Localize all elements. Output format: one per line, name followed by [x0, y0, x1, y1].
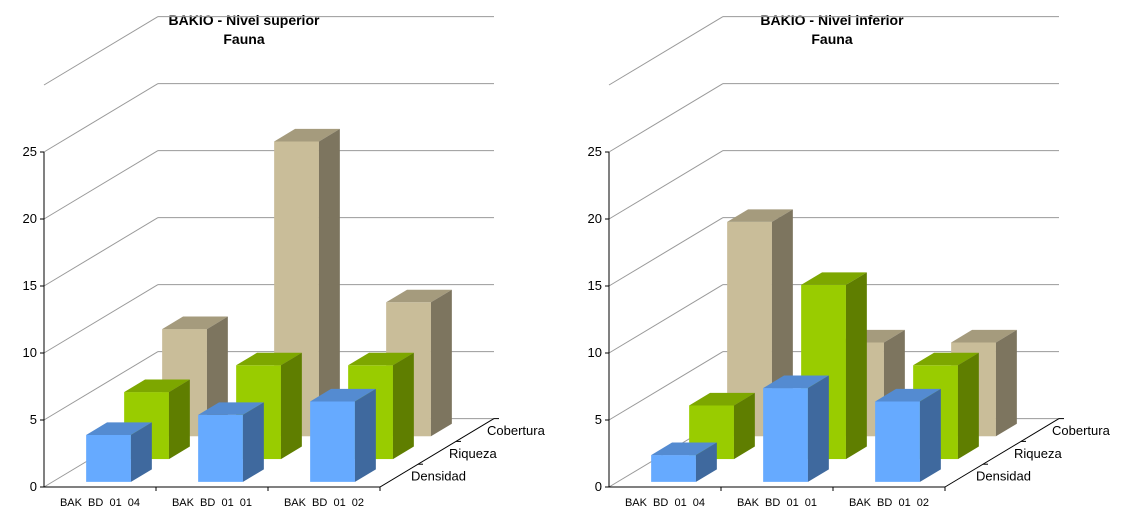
bar-top-face — [86, 422, 152, 435]
y-tick-label: 5 — [595, 412, 602, 427]
gridline-left — [608, 83, 724, 153]
bar-side-face — [354, 388, 376, 482]
bar-side-face — [695, 442, 717, 482]
y-tick-label: 15 — [23, 278, 37, 293]
gridline-left — [608, 150, 724, 220]
y-tick-label: 25 — [23, 144, 37, 159]
category-label: BAK BD 01 04 — [625, 497, 705, 509]
series-label: Riqueza — [1014, 446, 1062, 461]
bar-side-face — [392, 352, 414, 460]
depth-axis-line — [379, 418, 495, 488]
gridline-left — [608, 284, 724, 354]
bar-top-face — [162, 316, 228, 330]
gridline-left — [608, 217, 724, 287]
y-tick-label: 10 — [588, 345, 602, 360]
chart-title: BAKIO - Nivel superior — [169, 12, 320, 28]
bar-top-face — [913, 352, 979, 366]
category-label: BAK BD 01 02 — [284, 497, 364, 509]
bar-side-face — [168, 379, 190, 460]
depth-axis-line — [944, 418, 1060, 488]
bar-densidad-3 — [875, 388, 941, 482]
category-label: BAK BD 01 02 — [849, 497, 929, 509]
bar-side-face — [318, 128, 340, 437]
category-label: BAK BD 01 01 — [737, 497, 817, 509]
y-tick-label: 10 — [23, 345, 37, 360]
bar-densidad-1 — [651, 442, 717, 482]
bar-side-face — [130, 422, 152, 482]
bar-top-face — [801, 272, 867, 285]
bar-side-face — [280, 352, 302, 460]
chart-nivel-inferior: BAKIO - Nivel inferior Fauna 0510152025 … — [588, 12, 1111, 509]
bar-front-face — [875, 401, 920, 482]
y-tick-label: 25 — [588, 144, 602, 159]
bar-front-face — [763, 388, 808, 482]
gridline-left — [608, 16, 724, 86]
series-label: Densidad — [411, 469, 466, 484]
gridline-left — [43, 16, 159, 86]
chart-subtitle: Fauna — [223, 31, 264, 47]
series-label: Cobertura — [487, 423, 546, 438]
bar-densidad-3 — [310, 388, 376, 482]
bar-front-face — [198, 414, 243, 482]
y-tick-label: 5 — [30, 412, 37, 427]
category-label: BAK BD 01 04 — [60, 497, 140, 509]
bar-densidad-1 — [86, 422, 152, 482]
bar-side-face — [807, 375, 829, 482]
y-tick-label: 0 — [30, 479, 37, 494]
bar-front-face — [651, 455, 696, 482]
y-tick-label: 20 — [588, 211, 602, 226]
bar-top-face — [763, 375, 829, 389]
series-label: Cobertura — [1052, 423, 1111, 438]
gridline-left — [608, 351, 724, 421]
category-label: BAK BD 01 01 — [172, 497, 252, 509]
bar-top-face — [348, 352, 414, 366]
gridline-left — [43, 217, 159, 287]
chart-title: BAKIO - Nivel inferior — [760, 12, 904, 28]
bar-side-face — [845, 272, 867, 460]
bar-side-face — [995, 329, 1017, 437]
bar-side-face — [242, 402, 264, 482]
bar-densidad-2 — [763, 375, 829, 482]
bar-top-face — [875, 388, 941, 402]
bar-front-face — [86, 434, 131, 482]
bar-side-face — [430, 289, 452, 437]
bar-top-face — [727, 209, 793, 222]
y-tick-label: 0 — [595, 479, 602, 494]
bar-top-face — [951, 329, 1017, 343]
bar-top-face — [236, 352, 302, 366]
gridline-left — [43, 150, 159, 220]
series-label: Densidad — [976, 469, 1031, 484]
y-tick-label: 15 — [588, 278, 602, 293]
bar-top-face — [310, 388, 376, 402]
bar-top-face — [274, 128, 340, 142]
y-tick-label: 20 — [23, 211, 37, 226]
bar-top-face — [651, 442, 717, 456]
bar-side-face — [957, 352, 979, 460]
bar-densidad-2 — [198, 402, 264, 482]
bar-front-face — [310, 401, 355, 482]
bar-side-face — [919, 388, 941, 482]
gridline-left — [43, 351, 159, 421]
gridline-left — [43, 83, 159, 153]
bar-side-face — [733, 392, 755, 460]
bar-top-face — [689, 392, 755, 406]
bar-top-face — [198, 402, 264, 415]
chart-nivel-superior: BAKIO - Nivel superior Fauna 0510152025 … — [23, 12, 546, 509]
gridline-left — [43, 284, 159, 354]
series-label: Riqueza — [449, 446, 497, 461]
bar-top-face — [386, 289, 452, 303]
chart-subtitle: Fauna — [811, 31, 852, 47]
bar-top-face — [124, 379, 190, 393]
